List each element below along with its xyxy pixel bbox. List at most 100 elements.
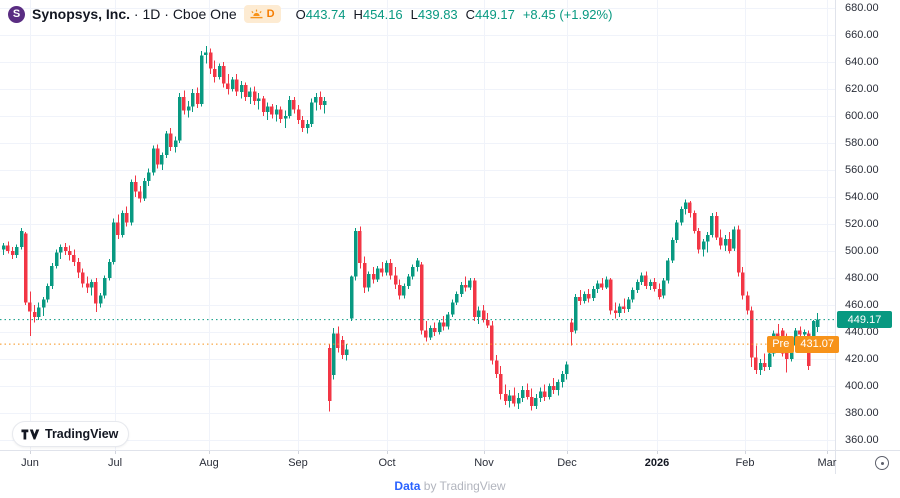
- candle: [684, 199, 688, 215]
- candle: [28, 291, 32, 337]
- symbol-name: Synopsys, Inc.: [32, 6, 131, 22]
- candle: [103, 275, 107, 299]
- candle: [468, 278, 472, 291]
- price-tick-label: 540.00: [845, 191, 879, 203]
- candle: [257, 93, 261, 110]
- price-tick-label: 360.00: [845, 434, 879, 446]
- attribution-data-link[interactable]: Data: [394, 479, 421, 493]
- candle: [460, 282, 464, 297]
- price-tick-label: 660.00: [845, 29, 879, 41]
- pre-market-session-badge[interactable]: D: [243, 5, 281, 23]
- candle: [156, 144, 160, 169]
- candle: [218, 63, 222, 80]
- candle: [499, 365, 503, 400]
- candle: [169, 128, 173, 152]
- candle: [666, 257, 670, 284]
- candle: [358, 226, 362, 269]
- ohlc-values: O443.74 H454.16 L439.83 C449.17 +8.45 (+…: [296, 7, 613, 22]
- candle: [394, 267, 398, 289]
- candle: [20, 228, 24, 250]
- candle: [411, 264, 415, 280]
- candle: [244, 82, 248, 102]
- time-tick-label: Jul: [107, 457, 123, 469]
- candle: [81, 268, 85, 288]
- high-value: 454.16: [362, 6, 403, 22]
- candle: [134, 175, 138, 197]
- candle: [746, 291, 750, 315]
- price-tick-label: 520.00: [845, 218, 879, 230]
- candle: [570, 318, 574, 346]
- candle: [376, 265, 380, 283]
- pre-market-value: 431.07: [795, 335, 839, 353]
- candle: [675, 219, 679, 243]
- candle: [336, 326, 340, 353]
- candle: [147, 168, 151, 187]
- candle: [508, 390, 512, 408]
- symbol-title[interactable]: Synopsys, Inc. · 1D · Cboe One: [32, 6, 237, 22]
- price-tick-label: 560.00: [845, 164, 879, 176]
- time-tick-label: Jun: [21, 457, 39, 469]
- symbol-meta: · 1D · Cboe One: [130, 6, 237, 22]
- candle: [160, 152, 164, 170]
- candle: [165, 130, 169, 158]
- candle: [112, 218, 116, 265]
- candle: [279, 106, 283, 123]
- candle: [297, 105, 301, 125]
- candle: [543, 384, 547, 401]
- candle: [319, 91, 323, 110]
- candle: [526, 383, 530, 400]
- price-tick-label: 400.00: [845, 380, 879, 392]
- candle: [636, 279, 640, 293]
- candle: [706, 232, 710, 253]
- candle: [2, 242, 6, 256]
- candle: [473, 278, 477, 322]
- candle: [222, 62, 226, 88]
- candle: [600, 278, 604, 291]
- candle: [486, 313, 490, 328]
- candle: [55, 249, 59, 269]
- candle: [464, 276, 468, 292]
- candle: [495, 354, 499, 378]
- candle: [420, 261, 424, 335]
- price-tick-label: 460.00: [845, 299, 879, 311]
- price-tick-label: 640.00: [845, 56, 879, 68]
- candle: [354, 228, 358, 281]
- high-label: H: [353, 6, 363, 22]
- candle: [196, 87, 200, 108]
- candle: [380, 261, 384, 277]
- candle: [323, 97, 327, 114]
- candle: [248, 87, 252, 104]
- candle: [367, 271, 371, 292]
- candle: [719, 229, 723, 250]
- candle: [345, 344, 349, 361]
- candle: [556, 379, 560, 396]
- candle: [143, 178, 147, 202]
- candle: [768, 350, 772, 370]
- candle: [262, 95, 266, 116]
- synopsys-logo[interactable]: S: [8, 5, 25, 23]
- candle: [552, 377, 556, 395]
- scroll-to-realtime-icon[interactable]: [875, 456, 889, 470]
- candle: [438, 319, 442, 335]
- candle: [759, 359, 763, 376]
- tradingview-watermark[interactable]: TradingView: [12, 421, 130, 447]
- candle: [90, 279, 94, 296]
- candle: [270, 103, 274, 119]
- candle: [446, 311, 450, 330]
- candle: [710, 213, 714, 238]
- price-tick-label: 380.00: [845, 407, 879, 419]
- candle: [433, 322, 437, 337]
- candle: [649, 279, 653, 291]
- candle: [226, 74, 230, 95]
- candle: [407, 273, 411, 289]
- candle: [253, 86, 257, 106]
- candle: [68, 245, 72, 261]
- candle: [697, 228, 701, 254]
- price-tick-label: 680.00: [845, 2, 879, 14]
- candle: [314, 93, 318, 111]
- candle: [416, 257, 420, 272]
- candle: [605, 276, 609, 289]
- candle: [121, 210, 125, 238]
- candle: [6, 241, 10, 254]
